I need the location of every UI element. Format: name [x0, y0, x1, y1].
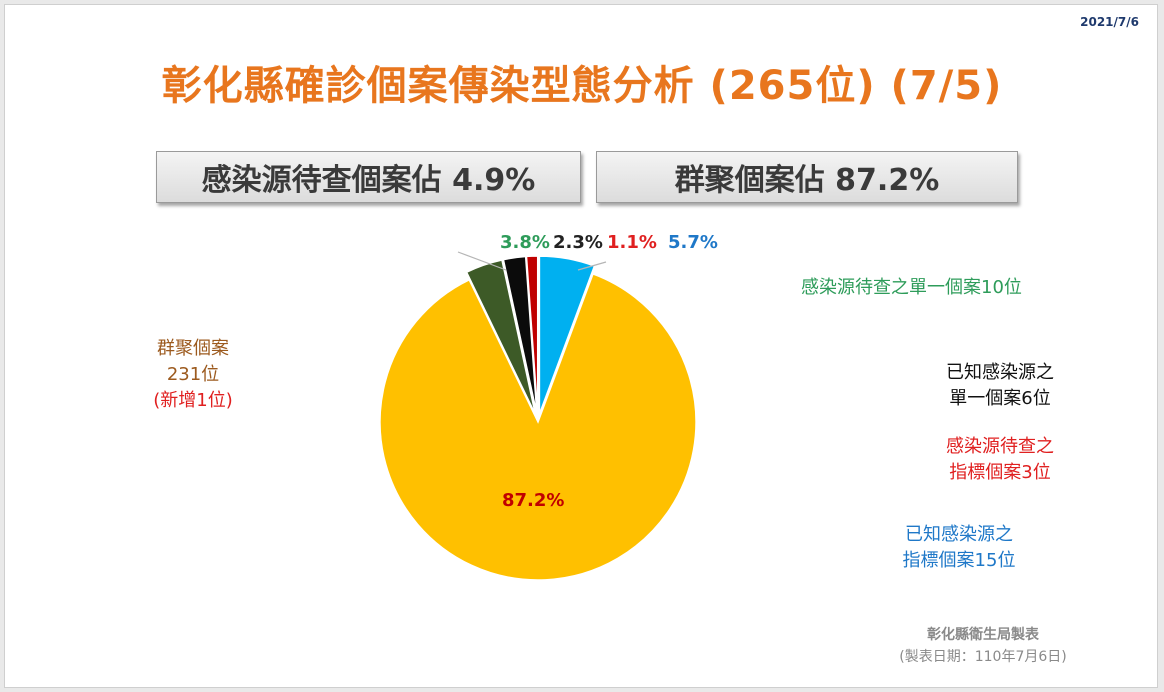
legend-cluster-count: 231位: [166, 364, 220, 385]
legend-known-single: 已知感染源之 單一個案6位: [920, 360, 1080, 412]
pie-label-known-index: 5.7%: [668, 232, 718, 253]
pie-slice-known-index: [538, 255, 596, 415]
legend-unknown-index-line2: 指標個案3位: [949, 462, 1051, 483]
legend-cluster-name: 群聚個案: [157, 338, 229, 359]
legend-unknown-single: 感染源待查之單一個案10位: [801, 277, 1022, 298]
legend-known-index-line2: 指標個案15位: [902, 550, 1016, 571]
pie-label-cluster: 87.2%: [502, 490, 565, 511]
legend-unknown-index: 感染源待查之 指標個案3位: [920, 434, 1080, 486]
pie-slice-unknown-single: [465, 259, 537, 415]
summary-box-unknown-source: 感染源待查個案佔 4.9%: [156, 151, 581, 203]
credit-date: (製表日期：110年7月6日): [899, 649, 1067, 665]
pie-slice-known-single: [502, 255, 538, 415]
pie-label-unknown-single: 3.8%: [500, 232, 550, 253]
summary-box-cluster: 群聚個案佔 87.2%: [596, 151, 1018, 203]
pie-slice-unknown-index: [525, 255, 539, 415]
legend-known-index: 已知感染源之 指標個案15位: [879, 522, 1039, 574]
pie-slice-cluster: [379, 272, 697, 581]
leader-line: [457, 251, 507, 271]
legend-cluster-new: (新增1位): [153, 390, 233, 411]
credit: 彰化縣衛生局製表 (製表日期：110年7月6日): [868, 624, 1098, 668]
credit-agency: 彰化縣衛生局製表: [927, 627, 1039, 643]
legend-cluster: 群聚個案 231位 (新增1位): [128, 336, 258, 414]
pie-label-known-single: 2.3%: [553, 232, 603, 253]
legend-unknown-index-line1: 感染源待查之: [946, 436, 1054, 457]
legend-known-index-line1: 已知感染源之: [905, 524, 1013, 545]
legend-known-single-line1: 已知感染源之: [946, 362, 1054, 383]
page-title: 彰化縣確診個案傳染型態分析 (265位) (7/5): [161, 63, 1003, 109]
pie-label-unknown-index: 1.1%: [607, 232, 657, 253]
legend-known-single-line2: 單一個案6位: [949, 388, 1051, 409]
report-date: 2021/7/6: [1080, 15, 1139, 29]
leader-line: [577, 261, 607, 271]
